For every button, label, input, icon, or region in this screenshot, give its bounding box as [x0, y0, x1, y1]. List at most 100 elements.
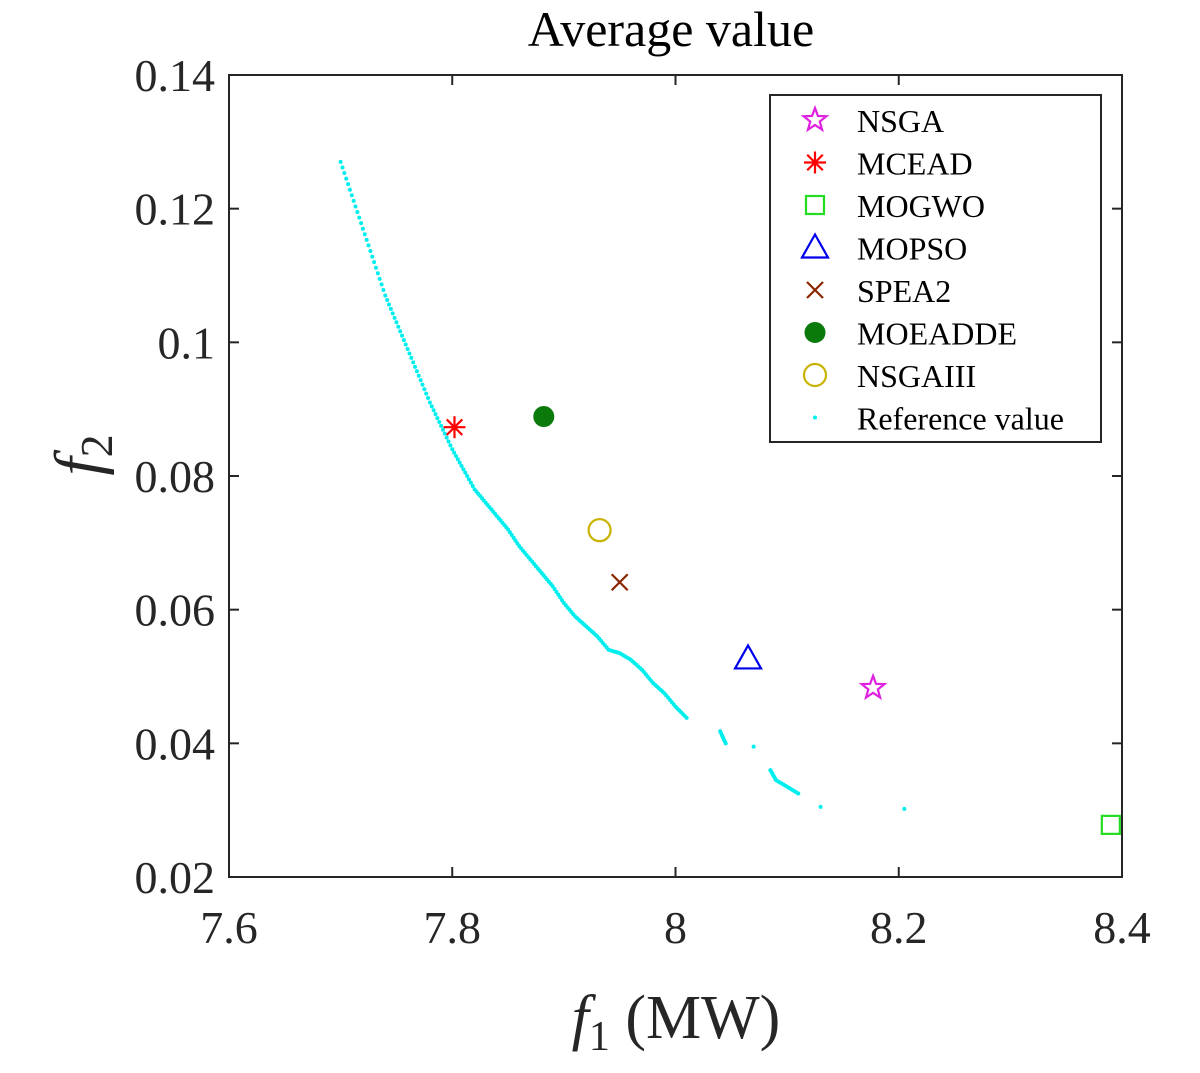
reference-point: [340, 165, 345, 170]
reference-point: [383, 293, 388, 298]
legend-label: MOGWO: [857, 188, 985, 224]
reference-point: [431, 408, 436, 413]
reference-point: [470, 484, 475, 489]
reference-point: [426, 396, 431, 401]
reference-point: [409, 355, 414, 360]
y-tick-label: 0.14: [135, 50, 216, 101]
reference-point: [420, 382, 425, 387]
reference-point: [353, 204, 358, 209]
reference-point: [372, 260, 377, 265]
legend-marker-mopso: [800, 232, 830, 259]
reference-value-series: [338, 159, 907, 811]
legend-marker-nsga: [800, 104, 830, 133]
y-tick-label: 0.08: [135, 451, 216, 502]
point-mcead: [443, 416, 466, 439]
x-tick-label: 7.6: [200, 902, 258, 953]
legend-label: NSGAIII: [857, 358, 976, 394]
x-axis-label-unit: (MW): [625, 984, 780, 1052]
reference-point: [424, 391, 429, 396]
reference-point: [439, 423, 444, 428]
legend-label: Reference value: [857, 401, 1064, 437]
reference-point: [452, 450, 457, 455]
reference-point: [373, 265, 378, 270]
reference-point: [414, 369, 419, 374]
reference-point: [390, 311, 395, 316]
point-nsga: [858, 672, 888, 701]
y-axis-label: f2: [42, 434, 122, 475]
legend-label: NSGA: [857, 103, 944, 139]
reference-point: [818, 804, 823, 809]
reference-point: [403, 342, 408, 347]
chart-title: Average value: [528, 1, 814, 57]
reference-point: [400, 333, 405, 338]
reference-point: [349, 193, 354, 198]
reference-point: [342, 171, 347, 176]
reference-point: [405, 347, 410, 352]
reference-point: [401, 338, 406, 343]
legend-marker-mogwo: [804, 194, 826, 216]
reference-point: [444, 435, 449, 440]
reference-point: [466, 477, 471, 482]
reference-point: [453, 453, 458, 458]
reference-point: [377, 276, 382, 281]
reference-point: [355, 210, 360, 215]
reference-point: [684, 715, 689, 720]
point-nsgaiii: [587, 518, 612, 543]
y-tick-label: 0.02: [135, 852, 216, 903]
y-tick-label: 0.06: [135, 585, 216, 636]
reference-point: [381, 287, 386, 292]
reference-point: [446, 439, 451, 444]
legend-marker-mcead: [804, 151, 826, 174]
reference-point: [450, 447, 455, 452]
reference-point: [398, 329, 403, 334]
y-tick-label: 0.04: [135, 718, 216, 769]
reference-point: [411, 360, 416, 365]
reference-point: [359, 221, 364, 226]
reference-point: [386, 302, 391, 307]
reference-point: [347, 187, 352, 192]
y-tick-label: 0.12: [135, 184, 216, 235]
reference-point: [427, 400, 432, 405]
reference-point: [723, 741, 728, 746]
reference-point: [902, 806, 907, 811]
y-axis-ticks: 0.02 0.04 0.06 0.08 0.1 0.12 0.14: [135, 50, 1122, 903]
legend-label: SPEA2: [857, 273, 951, 309]
reference-point: [448, 443, 453, 448]
reference-point: [796, 791, 801, 796]
legend: NSGA MCEAD MOGWO MOPSO SPEA2 MOEADDE NSGAIII Re…: [769, 94, 1102, 443]
reference-point: [440, 427, 445, 432]
x-tick-label: 8: [664, 902, 687, 953]
reference-point: [364, 237, 369, 242]
reference-point: [416, 373, 421, 378]
x-tick-label: 7.8: [424, 902, 482, 953]
reference-point: [344, 176, 349, 181]
reference-point: [362, 232, 367, 237]
reference-point: [459, 463, 464, 468]
legend-label: MOPSO: [857, 231, 967, 267]
reference-point: [385, 298, 390, 303]
reference-point: [435, 416, 440, 421]
reference-point: [351, 198, 356, 203]
x-tick-label: 8.4: [1093, 902, 1151, 953]
reference-point: [457, 460, 462, 465]
reference-point: [392, 315, 397, 320]
reference-point: [396, 324, 401, 329]
reference-point: [468, 480, 473, 485]
reference-point: [368, 248, 373, 253]
reference-point: [465, 474, 470, 478]
reference-point: [455, 457, 460, 462]
x-axis-label: f1 (MW): [572, 984, 781, 1060]
reference-point: [366, 243, 371, 248]
legend-marker-spea2: [806, 281, 824, 299]
reference-point: [379, 282, 384, 287]
reference-point: [388, 306, 393, 311]
point-moeadde: [533, 406, 555, 428]
legend-marker-moeadde: [804, 322, 826, 343]
y-tick-label: 0.1: [158, 317, 216, 368]
reference-point: [407, 351, 412, 356]
x-tick-label: 8.2: [870, 902, 928, 953]
reference-point: [422, 387, 427, 392]
reference-point: [418, 378, 423, 383]
x-axis-label-subscript: 1: [589, 1014, 610, 1060]
